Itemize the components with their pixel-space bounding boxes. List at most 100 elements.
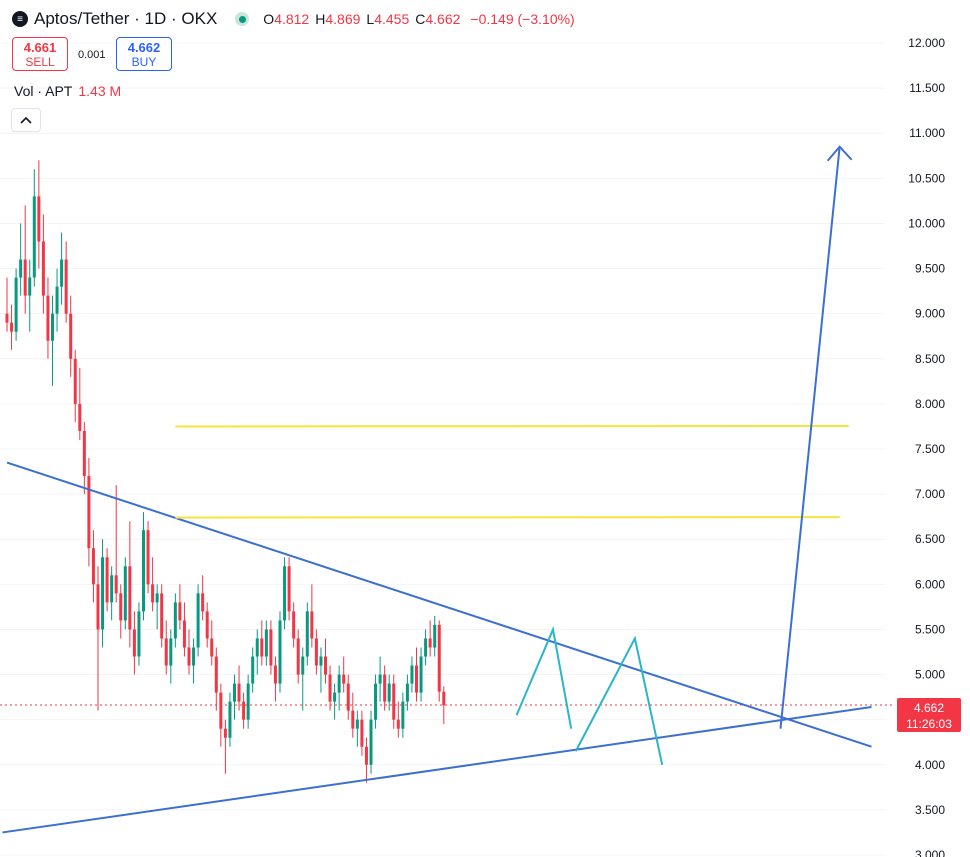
chart-grid [0,42,895,856]
price-tick-label: 3.000 [915,848,945,857]
chevron-up-icon [20,116,32,124]
candle-body [437,624,441,692]
candle-body [292,611,296,639]
candle-body [192,647,196,666]
candle-body [155,593,159,603]
candle-body [187,647,191,666]
price-tick-label: 6.500 [915,532,945,546]
chart-header: ≡ Aptos/Tether · 1D · OKX O4.812 H4.869 … [12,8,575,30]
candle-body [392,683,396,720]
candle-body [46,295,50,341]
candle-body [228,701,232,738]
candle-body [214,656,218,693]
sell-button[interactable]: 4.661 SELL [12,37,68,71]
candle-body [233,683,236,702]
candle-body [237,683,241,702]
ohlc-change: −0.149 (−3.10%) [470,11,575,27]
projection-arrow-head [826,145,853,162]
price-tick-label: 9.500 [915,262,945,276]
candle-body [19,259,23,278]
ascending-support-trendline [2,706,872,834]
candle-body [128,566,132,630]
candle-body [182,620,186,648]
candle-body [387,683,391,702]
candle-body [360,719,364,747]
candle-body [41,241,45,296]
candle-body [146,530,150,585]
candle-body [205,611,209,639]
last-price-value: 4.662 [913,701,945,715]
buy-button[interactable]: 4.662 BUY [116,37,172,71]
candle-body [278,620,282,684]
candle-body [351,710,355,729]
candle-body [396,719,400,729]
candle-body [10,322,14,332]
ohlc-low-label: L [366,11,375,27]
candle-body [374,683,378,720]
candle-body [210,638,214,657]
price-tick-label: 7.500 [915,442,945,456]
candle-body [246,683,250,720]
candle-body [105,557,109,603]
candle-body [32,196,36,278]
candle-body [255,638,259,657]
sell-label: SELL [25,55,55,69]
candle-body [5,313,9,323]
candle-body [324,656,327,675]
candle-body [96,584,100,630]
ohlc-high-value: 4.869 [325,11,361,27]
candle-body [51,313,54,341]
candle-body [73,358,77,404]
candle-body [405,683,409,702]
candle-body [173,602,177,639]
candle-body [114,575,118,594]
horizontal-level-line [175,424,849,428]
price-tick-label: 8.000 [915,397,945,411]
symbol-title[interactable]: Aptos/Tether · 1D · OKX [34,9,218,28]
candle-body [337,674,341,693]
ohlc-close-value: 4.662 [425,11,461,27]
sell-price: 4.661 [23,40,57,55]
candle-body [151,584,155,603]
candle-body [169,638,173,666]
candle-body [132,629,136,657]
candle-body [415,665,418,693]
candle-body [14,277,18,332]
candle-body [196,593,200,648]
ohlc-low-value: 4.455 [374,11,410,27]
horizontal-level-line [175,516,840,519]
candle-body [287,566,291,612]
candle-body [269,629,273,666]
stacked-coins-icon: ≡ [12,11,28,27]
descending-resistance-trendline [6,461,872,748]
candle-body [23,259,27,296]
candle-body [424,638,428,657]
candle-body [342,674,346,684]
candle-body [123,566,127,621]
price-tick-label: 8.500 [915,352,945,366]
candle-body [91,548,95,585]
candle-body [87,476,91,549]
candle-body [119,593,123,621]
candle-body [219,692,223,729]
candle-body [69,313,73,359]
candle-body [301,656,305,675]
candle-body [355,719,359,729]
candle-body [110,575,114,603]
volume-label: Vol · APT [14,83,73,99]
candle-body [410,665,414,684]
candle-body [160,593,164,639]
candle-body [364,746,368,765]
price-axis: 12.000 11.500 11.000 10.500 10.000 9.500 9.000… [908,36,945,857]
candle-body [260,638,264,657]
candle-body [64,259,68,314]
collapse-legend-button[interactable] [11,108,41,132]
candle-body [328,674,332,702]
candle-body [314,638,318,666]
ohlc-open-value: 4.812 [274,11,310,27]
volume-legend[interactable]: Vol · APT 1.43 M [14,83,121,99]
ohlc-open-label: O [263,11,275,27]
candle-body [369,719,373,765]
price-tick-label: 7.000 [915,487,945,501]
